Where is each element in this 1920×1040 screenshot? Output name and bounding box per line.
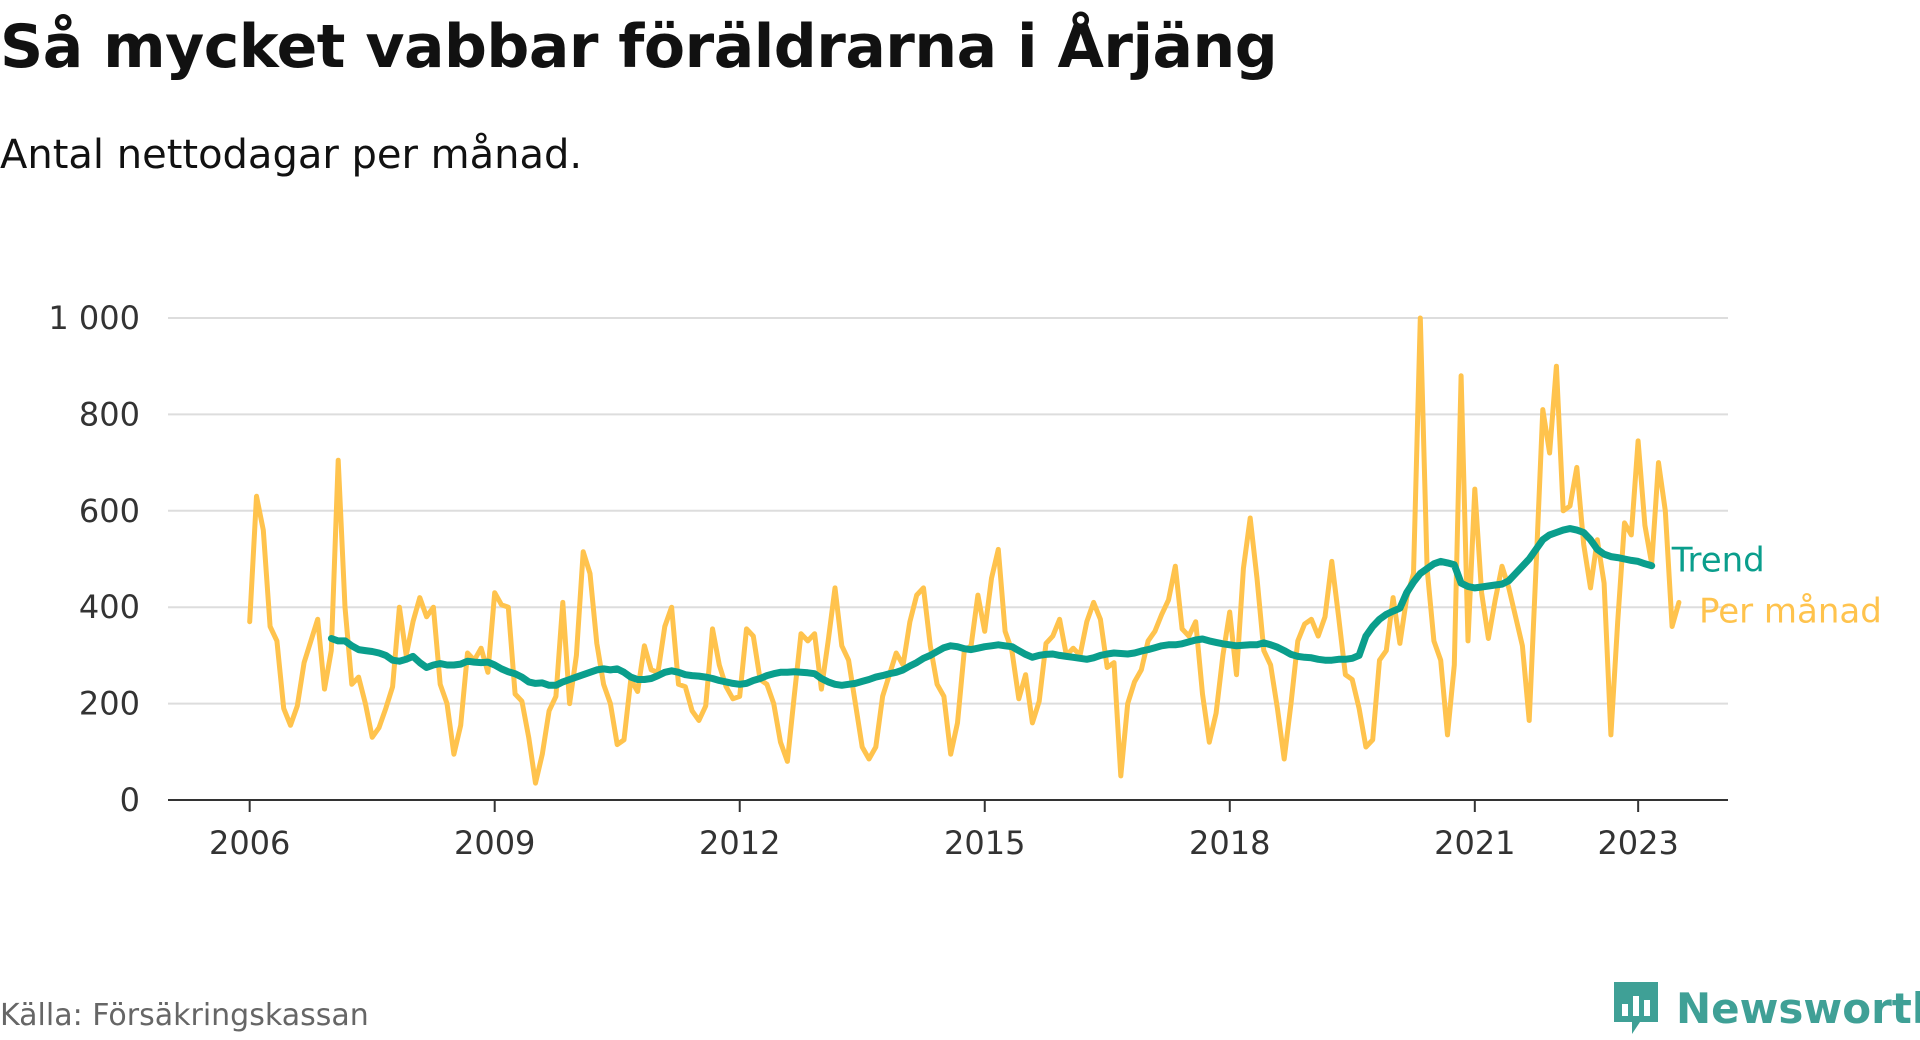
newsworthy-logo-icon (1614, 982, 1658, 1034)
brand-name: Newsworthy (1676, 983, 1920, 1033)
x-tick-label: 2021 (1434, 824, 1515, 862)
x-tick-label: 2009 (454, 824, 535, 862)
source-note: Källa: Försäkringskassan (0, 998, 369, 1033)
y-tick-label: 0 (120, 781, 140, 819)
y-tick-label: 800 (79, 395, 140, 433)
series-lines (247, 315, 1682, 786)
y-tick-label: 1 000 (48, 299, 140, 337)
x-tick-label: 2006 (209, 824, 290, 862)
x-tick-label: 2023 (1597, 824, 1678, 862)
y-tick-label: 200 (79, 685, 140, 723)
x-axis: 2006 2009 2012 2015 2018 2021 2023 (168, 799, 1728, 862)
series-line-trend (327, 525, 1656, 689)
chart-title: Så mycket vabbar föräldrarna i Årjäng (0, 12, 1278, 82)
x-tick-label: 2015 (944, 824, 1025, 862)
series-label: Trend (1671, 541, 1765, 581)
x-tick-label: 2012 (699, 824, 780, 862)
y-tick-label: 600 (79, 492, 140, 530)
series-label: Per månad (1699, 591, 1882, 631)
x-tick-label: 2018 (1189, 824, 1270, 862)
y-axis-labels: 0 200 400 600 800 1 000 (48, 299, 140, 819)
series-line-per-manad (247, 315, 1682, 786)
brand-logo: Newsworthy (1610, 978, 1920, 1038)
y-tick-label: 400 (79, 588, 140, 626)
series-labels: Trend Per månad (1671, 541, 1882, 632)
chart-subtitle: Antal nettodagar per månad. (0, 132, 583, 178)
